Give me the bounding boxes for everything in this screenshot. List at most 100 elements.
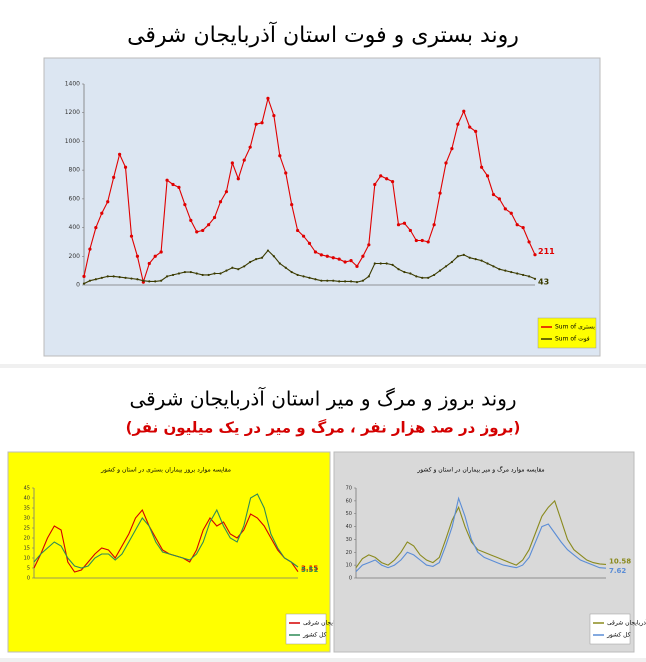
data-point [414, 238, 418, 243]
data-point [308, 276, 311, 279]
legend-label: Sum of فوت [555, 336, 590, 343]
data-point [266, 96, 270, 100]
data-point [135, 254, 140, 258]
data-point [243, 265, 246, 268]
data-point [201, 273, 204, 277]
data-point [313, 250, 318, 254]
panel-subtitle: (بروز در صد هزار نفر ، مرگ و میر در یک م… [126, 419, 521, 437]
data-point [130, 277, 133, 280]
data-point [516, 272, 519, 275]
data-point [118, 152, 122, 156]
data-point [307, 241, 312, 245]
data-point [468, 125, 472, 129]
data-point [142, 279, 145, 282]
end-label: 43 [538, 277, 549, 286]
y-tick-label: 40 [346, 524, 352, 530]
data-point [456, 122, 460, 126]
data-point [397, 268, 400, 271]
y-tick-label: 1000 [65, 138, 80, 145]
data-point [337, 257, 341, 261]
data-point [148, 280, 151, 283]
data-point [426, 240, 430, 244]
end-label: 7.62 [609, 567, 626, 575]
data-point [438, 269, 442, 272]
panel-title: روند بستری و فوت استان آذربایجان شرقی [127, 21, 519, 48]
data-point [183, 203, 187, 207]
data-point [231, 266, 234, 269]
data-point [314, 278, 317, 281]
data-point [385, 262, 388, 265]
data-point [260, 256, 264, 259]
data-point [492, 265, 495, 268]
data-point [415, 275, 418, 278]
y-tick-label: 15 [24, 546, 30, 552]
data-point [444, 161, 448, 165]
y-tick-label: 20 [24, 536, 30, 542]
data-point [136, 278, 139, 281]
data-point [326, 279, 329, 282]
data-point [456, 255, 459, 258]
y-tick-label: 1200 [65, 109, 80, 116]
data-point [504, 269, 507, 272]
end-label: 211 [538, 247, 555, 256]
data-point [260, 121, 264, 125]
legend [537, 317, 597, 349]
data-point [385, 177, 389, 181]
y-tick-label: 50 [346, 511, 352, 517]
data-point [361, 254, 365, 258]
data-point [509, 211, 513, 215]
end-label: 3.15 [301, 565, 318, 573]
data-point [391, 263, 394, 266]
data-point [450, 147, 454, 151]
data-point [421, 276, 424, 279]
data-point [124, 276, 127, 279]
data-point [343, 260, 347, 264]
y-tick-label: 1400 [65, 81, 80, 88]
legend-label: آذربایجان شرقی [303, 618, 344, 627]
data-point [349, 280, 353, 283]
data-point [272, 113, 276, 118]
data-point [82, 282, 86, 285]
data-point [183, 270, 186, 274]
data-point [427, 276, 430, 279]
data-point [325, 254, 329, 258]
data-point [219, 272, 222, 275]
data-point [112, 175, 116, 179]
y-tick-label: 400 [69, 224, 81, 231]
data-point [242, 158, 246, 162]
data-point [433, 273, 436, 277]
data-point [403, 270, 406, 274]
data-point [118, 276, 121, 279]
y-tick-label: 5 [27, 566, 30, 572]
data-point [349, 258, 353, 263]
data-point [201, 228, 205, 233]
data-point [320, 279, 323, 282]
data-point [450, 260, 454, 264]
data-point [100, 211, 104, 215]
data-point [207, 223, 211, 227]
data-point [432, 223, 436, 227]
legend-label: کل کشور [302, 632, 327, 639]
data-point [82, 274, 86, 278]
data-point [521, 225, 525, 230]
y-tick-label: 10 [346, 563, 352, 569]
data-point [225, 269, 228, 272]
data-point [189, 218, 193, 222]
data-point [355, 281, 359, 284]
data-point [296, 228, 300, 233]
data-point [503, 207, 507, 211]
data-point [462, 109, 466, 113]
y-tick-label: 0 [76, 282, 80, 289]
data-point [302, 275, 305, 278]
data-point [266, 249, 270, 252]
data-point [272, 255, 275, 258]
y-tick-label: 600 [69, 195, 81, 202]
data-point [284, 171, 288, 175]
end-label: 10.58 [609, 557, 631, 565]
data-point [444, 265, 448, 268]
data-point [153, 254, 157, 258]
legend-label: Sum of بستری [555, 324, 595, 331]
y-tick-label: 35 [24, 506, 30, 512]
data-point [344, 280, 347, 283]
